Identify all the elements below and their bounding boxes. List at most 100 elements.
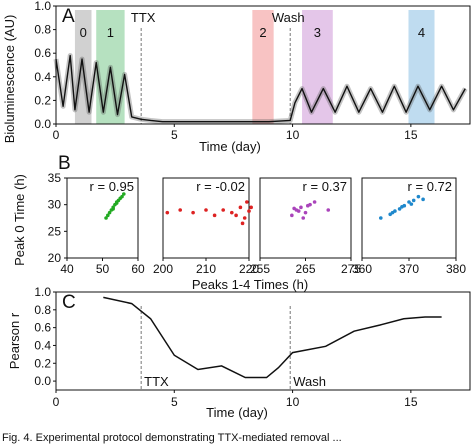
panel-b-xlabel: Peaks 1-4 Times (h) (192, 277, 308, 292)
panel-a-xtick-label-1: 5 (171, 128, 178, 142)
panel-b-point-1-8 (242, 216, 247, 220)
panel-b-xtick-label-2-2: 275 (341, 262, 361, 276)
panel-b-point-1-5 (221, 208, 225, 212)
panel-c-ytick-label-5: 1.0 (34, 285, 51, 299)
panel-b-xtick-label-1-2: 220 (239, 262, 259, 276)
panel-b-ytick-label-2: 30 (48, 198, 62, 212)
panel-b-point-0-10 (120, 194, 124, 199)
panel-a-ytick-label-3: 0.6 (34, 46, 51, 60)
panel-a-annotation-1: Wash (272, 10, 305, 25)
panel-c-ytick-label-0: 0.0 (34, 374, 51, 388)
panel-b-point-2-8 (312, 200, 317, 204)
panel-b-point-3-9 (400, 205, 404, 209)
panel-c-xtick-label-1: 5 (171, 395, 178, 409)
panel-b-point-0-9 (106, 213, 110, 218)
panel-b-point-0-1 (107, 210, 112, 215)
panel-b-xtick-label-3-0: 360 (352, 262, 372, 276)
panel-letter-a: A (62, 6, 75, 27)
panel-b-point-2-3 (303, 210, 308, 215)
shaded-window-3 (302, 10, 333, 124)
panel-b-point-1-12 (249, 205, 253, 210)
panel-b-point-0-0 (104, 216, 108, 220)
panel-b-point-2-0 (290, 213, 294, 218)
panel-b-point-2-7 (305, 203, 310, 208)
panel-b-xtick-label-1-1: 210 (196, 262, 216, 276)
panel-c-xtick-label-2: 10 (286, 395, 300, 409)
panel-b-point-3-5 (407, 200, 411, 204)
panel-b-point-1-6 (230, 210, 234, 215)
panel-b-point-2-2 (299, 205, 303, 210)
panel-b-point-1-13 (234, 213, 238, 218)
panel-c-ytick-label-1: 0.2 (34, 356, 51, 370)
panel-a-annotation-0: TTX (131, 10, 156, 25)
panel-b-ylabel: Peak 0 Time (h) (12, 174, 27, 266)
panel-b-point-0-5 (122, 192, 126, 196)
panel-c-ytick-label-3: 0.6 (34, 321, 51, 335)
panel-c-annotation-1: Wash (293, 374, 326, 389)
panel-a-ytick-label-4: 0.8 (34, 23, 51, 37)
panel-c-annotation-0: TTX (144, 374, 169, 389)
panel-a-xtick-label-0: 0 (53, 128, 60, 142)
panel-b-point-1-10 (245, 200, 249, 204)
panel-b-r-label-3: r = 0.72 (408, 179, 452, 194)
panel-c-xlabel: Time (day) (206, 405, 268, 420)
panel-b-point-1-1 (178, 208, 182, 212)
panel-c-xtick-label-0: 0 (53, 395, 60, 409)
panel-b-point-2-6 (296, 209, 301, 213)
panel-b-point-1-7 (238, 205, 243, 210)
panel-b-xtick-label-0-0: 40 (60, 262, 74, 276)
panel-b-xtick-label-2-0: 255 (250, 262, 270, 276)
panel-c-ytick-label-4: 0.8 (34, 303, 51, 317)
panel-b-ytick-label-3: 35 (48, 171, 62, 185)
window-label-0: 0 (80, 25, 87, 40)
panel-b-point-3-11 (421, 197, 425, 202)
panel-letter-c: C (62, 292, 76, 313)
panel-b-point-1-4 (212, 213, 217, 218)
panel-b-xtick-label-0-1: 50 (96, 262, 110, 276)
panel-a-xtick-label-2: 10 (286, 128, 300, 142)
panel-b-xtick-label-3-1: 370 (399, 262, 419, 276)
window-label-2: 2 (259, 25, 266, 40)
panel-b-point-3-0 (379, 216, 383, 220)
window-label-3: 3 (314, 25, 321, 40)
panel-b-ytick-label-1: 25 (48, 224, 62, 238)
panel-a-xlabel: Time (day) (199, 139, 261, 154)
panel-c-ytick-label-2: 0.4 (34, 338, 51, 352)
panel-b-point-2-9 (292, 206, 296, 211)
panel-b-point-3-10 (409, 202, 414, 206)
shaded-window-2 (252, 10, 274, 124)
panel-b-r-label-1: r = -0.02 (196, 179, 245, 194)
panel-letter-b: B (58, 153, 71, 174)
panel-b-point-1-2 (191, 210, 195, 215)
panel-c-frame (55, 291, 471, 391)
panel-a-ytick-label-1: 0.2 (34, 93, 51, 107)
panel-a-ytick-label-2: 0.4 (34, 70, 51, 84)
panel-b-point-3-6 (411, 198, 416, 203)
window-label-4: 4 (418, 25, 425, 40)
panel-b-point-0-11 (111, 207, 115, 211)
panel-b-xtick-label-0-2: 60 (131, 262, 145, 276)
panel-b-point-0-12 (114, 201, 119, 205)
panel-a-ylabel: Bioluminescence (AU) (2, 15, 17, 144)
panel-a-ytick-label-5: 1.0 (34, 0, 51, 13)
panel-b-point-1-0 (165, 210, 170, 215)
panel-a-frame (55, 5, 471, 125)
panel-b-xtick-label-2-1: 265 (295, 262, 315, 276)
panel-b-xtick-label-1-0: 200 (153, 262, 173, 276)
panel-a-trace-mean (55, 54, 466, 123)
panel-c-line (103, 296, 442, 379)
panel-b-point-2-10 (326, 208, 331, 212)
panel-b-point-3-8 (390, 210, 395, 215)
panel-b-point-0-8 (116, 198, 121, 203)
shaded-window-4 (408, 10, 435, 124)
panel-b-point-2-5 (301, 216, 306, 220)
panel-b-ytick-label-0: 20 (48, 251, 62, 265)
window-label-1: 1 (107, 25, 114, 40)
panel-b-point-3-3 (397, 207, 402, 211)
panel-b-point-1-11 (240, 221, 245, 226)
panel-b-point-3-7 (416, 194, 421, 199)
panel-b-r-label-2: r = 0.37 (303, 179, 347, 194)
panel-c-xtick-label-3: 15 (404, 395, 418, 409)
panel-b-point-1-9 (247, 209, 251, 213)
